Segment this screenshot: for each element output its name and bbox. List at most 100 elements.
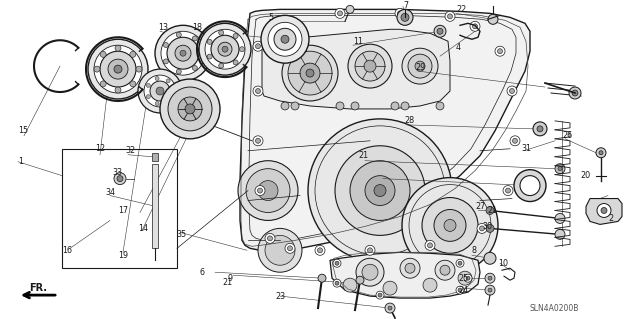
Circle shape	[402, 178, 498, 273]
Circle shape	[185, 104, 195, 114]
Circle shape	[510, 136, 520, 146]
Text: 19: 19	[118, 251, 128, 260]
Circle shape	[335, 146, 425, 235]
Circle shape	[456, 259, 464, 267]
Circle shape	[130, 81, 136, 87]
Circle shape	[193, 65, 197, 70]
Circle shape	[300, 63, 320, 83]
Circle shape	[155, 77, 159, 80]
Circle shape	[488, 14, 498, 24]
Circle shape	[436, 102, 444, 110]
Circle shape	[255, 138, 260, 143]
Circle shape	[337, 11, 342, 16]
Circle shape	[348, 44, 392, 88]
Circle shape	[308, 119, 452, 262]
Circle shape	[94, 45, 142, 93]
Circle shape	[458, 261, 462, 265]
Circle shape	[599, 151, 603, 155]
Circle shape	[333, 279, 341, 287]
Text: 26: 26	[562, 131, 572, 140]
Circle shape	[555, 229, 565, 239]
Circle shape	[88, 39, 148, 99]
Text: 21: 21	[487, 206, 497, 215]
Circle shape	[506, 188, 511, 193]
Circle shape	[434, 210, 466, 241]
Circle shape	[367, 248, 372, 253]
Circle shape	[268, 236, 273, 241]
Circle shape	[218, 42, 232, 56]
Circle shape	[287, 246, 292, 251]
Circle shape	[100, 51, 106, 57]
Text: 4: 4	[456, 43, 461, 52]
Text: 14: 14	[138, 224, 148, 233]
Text: 18: 18	[192, 23, 202, 32]
Polygon shape	[152, 153, 158, 161]
Circle shape	[130, 51, 136, 57]
Circle shape	[466, 276, 470, 280]
Circle shape	[315, 245, 325, 255]
Text: 13: 13	[158, 23, 168, 32]
Circle shape	[401, 102, 409, 110]
Circle shape	[428, 243, 433, 248]
Circle shape	[144, 75, 176, 107]
Circle shape	[425, 240, 435, 250]
Circle shape	[495, 46, 505, 56]
Circle shape	[395, 8, 405, 19]
Text: 11: 11	[353, 37, 363, 46]
Circle shape	[343, 278, 357, 292]
Circle shape	[362, 264, 378, 280]
Circle shape	[509, 89, 515, 93]
Text: 2: 2	[608, 214, 613, 223]
Text: 17: 17	[118, 206, 128, 215]
Circle shape	[423, 278, 437, 292]
Circle shape	[255, 44, 260, 49]
Circle shape	[176, 32, 181, 37]
Circle shape	[477, 223, 487, 234]
Circle shape	[274, 28, 296, 50]
Circle shape	[470, 21, 480, 31]
Circle shape	[464, 274, 472, 282]
Text: 35: 35	[176, 230, 186, 239]
Circle shape	[408, 54, 432, 78]
Circle shape	[282, 45, 338, 101]
Text: 33: 33	[112, 168, 122, 177]
Circle shape	[166, 99, 170, 103]
Circle shape	[200, 51, 205, 56]
Circle shape	[178, 97, 202, 121]
Text: 16: 16	[62, 246, 72, 255]
Circle shape	[253, 41, 263, 51]
Circle shape	[265, 235, 295, 265]
Circle shape	[253, 86, 263, 96]
Circle shape	[306, 69, 314, 77]
Circle shape	[155, 102, 159, 106]
Circle shape	[355, 51, 385, 81]
Circle shape	[255, 89, 260, 93]
Circle shape	[100, 51, 136, 87]
Circle shape	[114, 65, 122, 73]
Circle shape	[356, 258, 384, 286]
Circle shape	[400, 258, 420, 278]
Circle shape	[317, 248, 323, 253]
Circle shape	[485, 285, 495, 295]
Text: 24: 24	[458, 286, 468, 295]
Text: 31: 31	[521, 144, 531, 153]
Circle shape	[405, 263, 415, 273]
Circle shape	[147, 83, 150, 87]
Circle shape	[335, 261, 339, 265]
Circle shape	[100, 81, 106, 87]
Text: 21: 21	[222, 278, 232, 287]
Circle shape	[261, 15, 309, 63]
Circle shape	[150, 81, 170, 101]
Circle shape	[156, 87, 164, 95]
Circle shape	[497, 49, 502, 54]
Circle shape	[246, 169, 290, 212]
Circle shape	[458, 271, 472, 285]
Circle shape	[138, 69, 182, 113]
Circle shape	[219, 30, 224, 35]
Circle shape	[147, 95, 150, 99]
Circle shape	[255, 186, 265, 196]
Text: 21: 21	[358, 151, 368, 160]
Circle shape	[346, 5, 354, 13]
Circle shape	[472, 24, 477, 29]
Circle shape	[333, 259, 341, 267]
